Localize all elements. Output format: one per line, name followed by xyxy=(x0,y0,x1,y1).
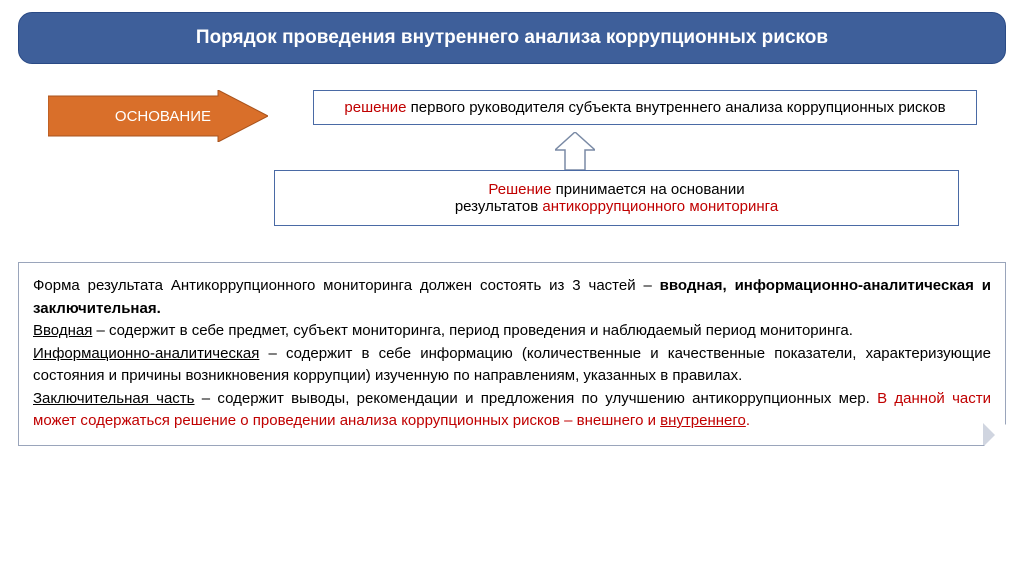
row-basis: ОСНОВАНИЕ решение первого руководителя с… xyxy=(18,90,1006,160)
decision-box: решение первого руководителя субъекта вн… xyxy=(313,90,977,125)
p4-u: Заключительная часть xyxy=(33,390,195,407)
basis-arrow-label: ОСНОВАНИЕ xyxy=(78,90,248,142)
p2-u: Вводная xyxy=(33,322,92,339)
page-title: Порядок проведения внутреннего анализа к… xyxy=(18,12,1006,64)
p1-pre: Форма результата Антикоррупционного мони… xyxy=(33,277,660,294)
description-box: Форма результата Антикоррупционного мони… xyxy=(18,262,1006,446)
basis-arrow: ОСНОВАНИЕ xyxy=(48,90,268,142)
monitoring-hl2: антикоррупционного мониторинга xyxy=(542,198,778,215)
p4-mid: – содержит выводы, рекомендации и предло… xyxy=(195,390,878,407)
monitoring-box: Решение принимается на основании результ… xyxy=(274,170,959,226)
decision-highlight: решение xyxy=(344,99,406,116)
monitoring-text1: принимается на основании xyxy=(551,181,744,198)
monitoring-text2: результатов xyxy=(455,198,543,215)
p4-hl-u: внутреннего xyxy=(660,412,746,429)
p2-rest: – содержит в себе предмет, субъект монит… xyxy=(92,322,853,339)
up-arrow-icon xyxy=(555,132,595,170)
p4-hl-post: . xyxy=(746,412,750,429)
monitoring-hl1: Решение xyxy=(488,181,551,198)
p3-u: Информационно-аналитическая xyxy=(33,345,259,362)
fold-corner-icon xyxy=(983,423,1005,445)
decision-text: первого руководителя субъекта внутреннег… xyxy=(406,99,945,116)
